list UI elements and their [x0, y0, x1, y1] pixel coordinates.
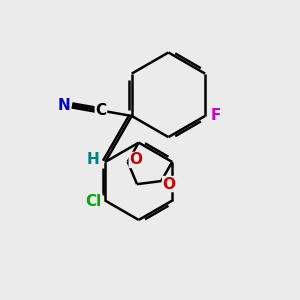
- Text: C: C: [95, 103, 106, 118]
- Text: N: N: [58, 98, 70, 113]
- Text: O: O: [163, 176, 176, 191]
- Text: F: F: [210, 109, 220, 124]
- Text: Cl: Cl: [85, 194, 102, 209]
- Text: H: H: [87, 152, 100, 166]
- Text: O: O: [129, 152, 142, 167]
